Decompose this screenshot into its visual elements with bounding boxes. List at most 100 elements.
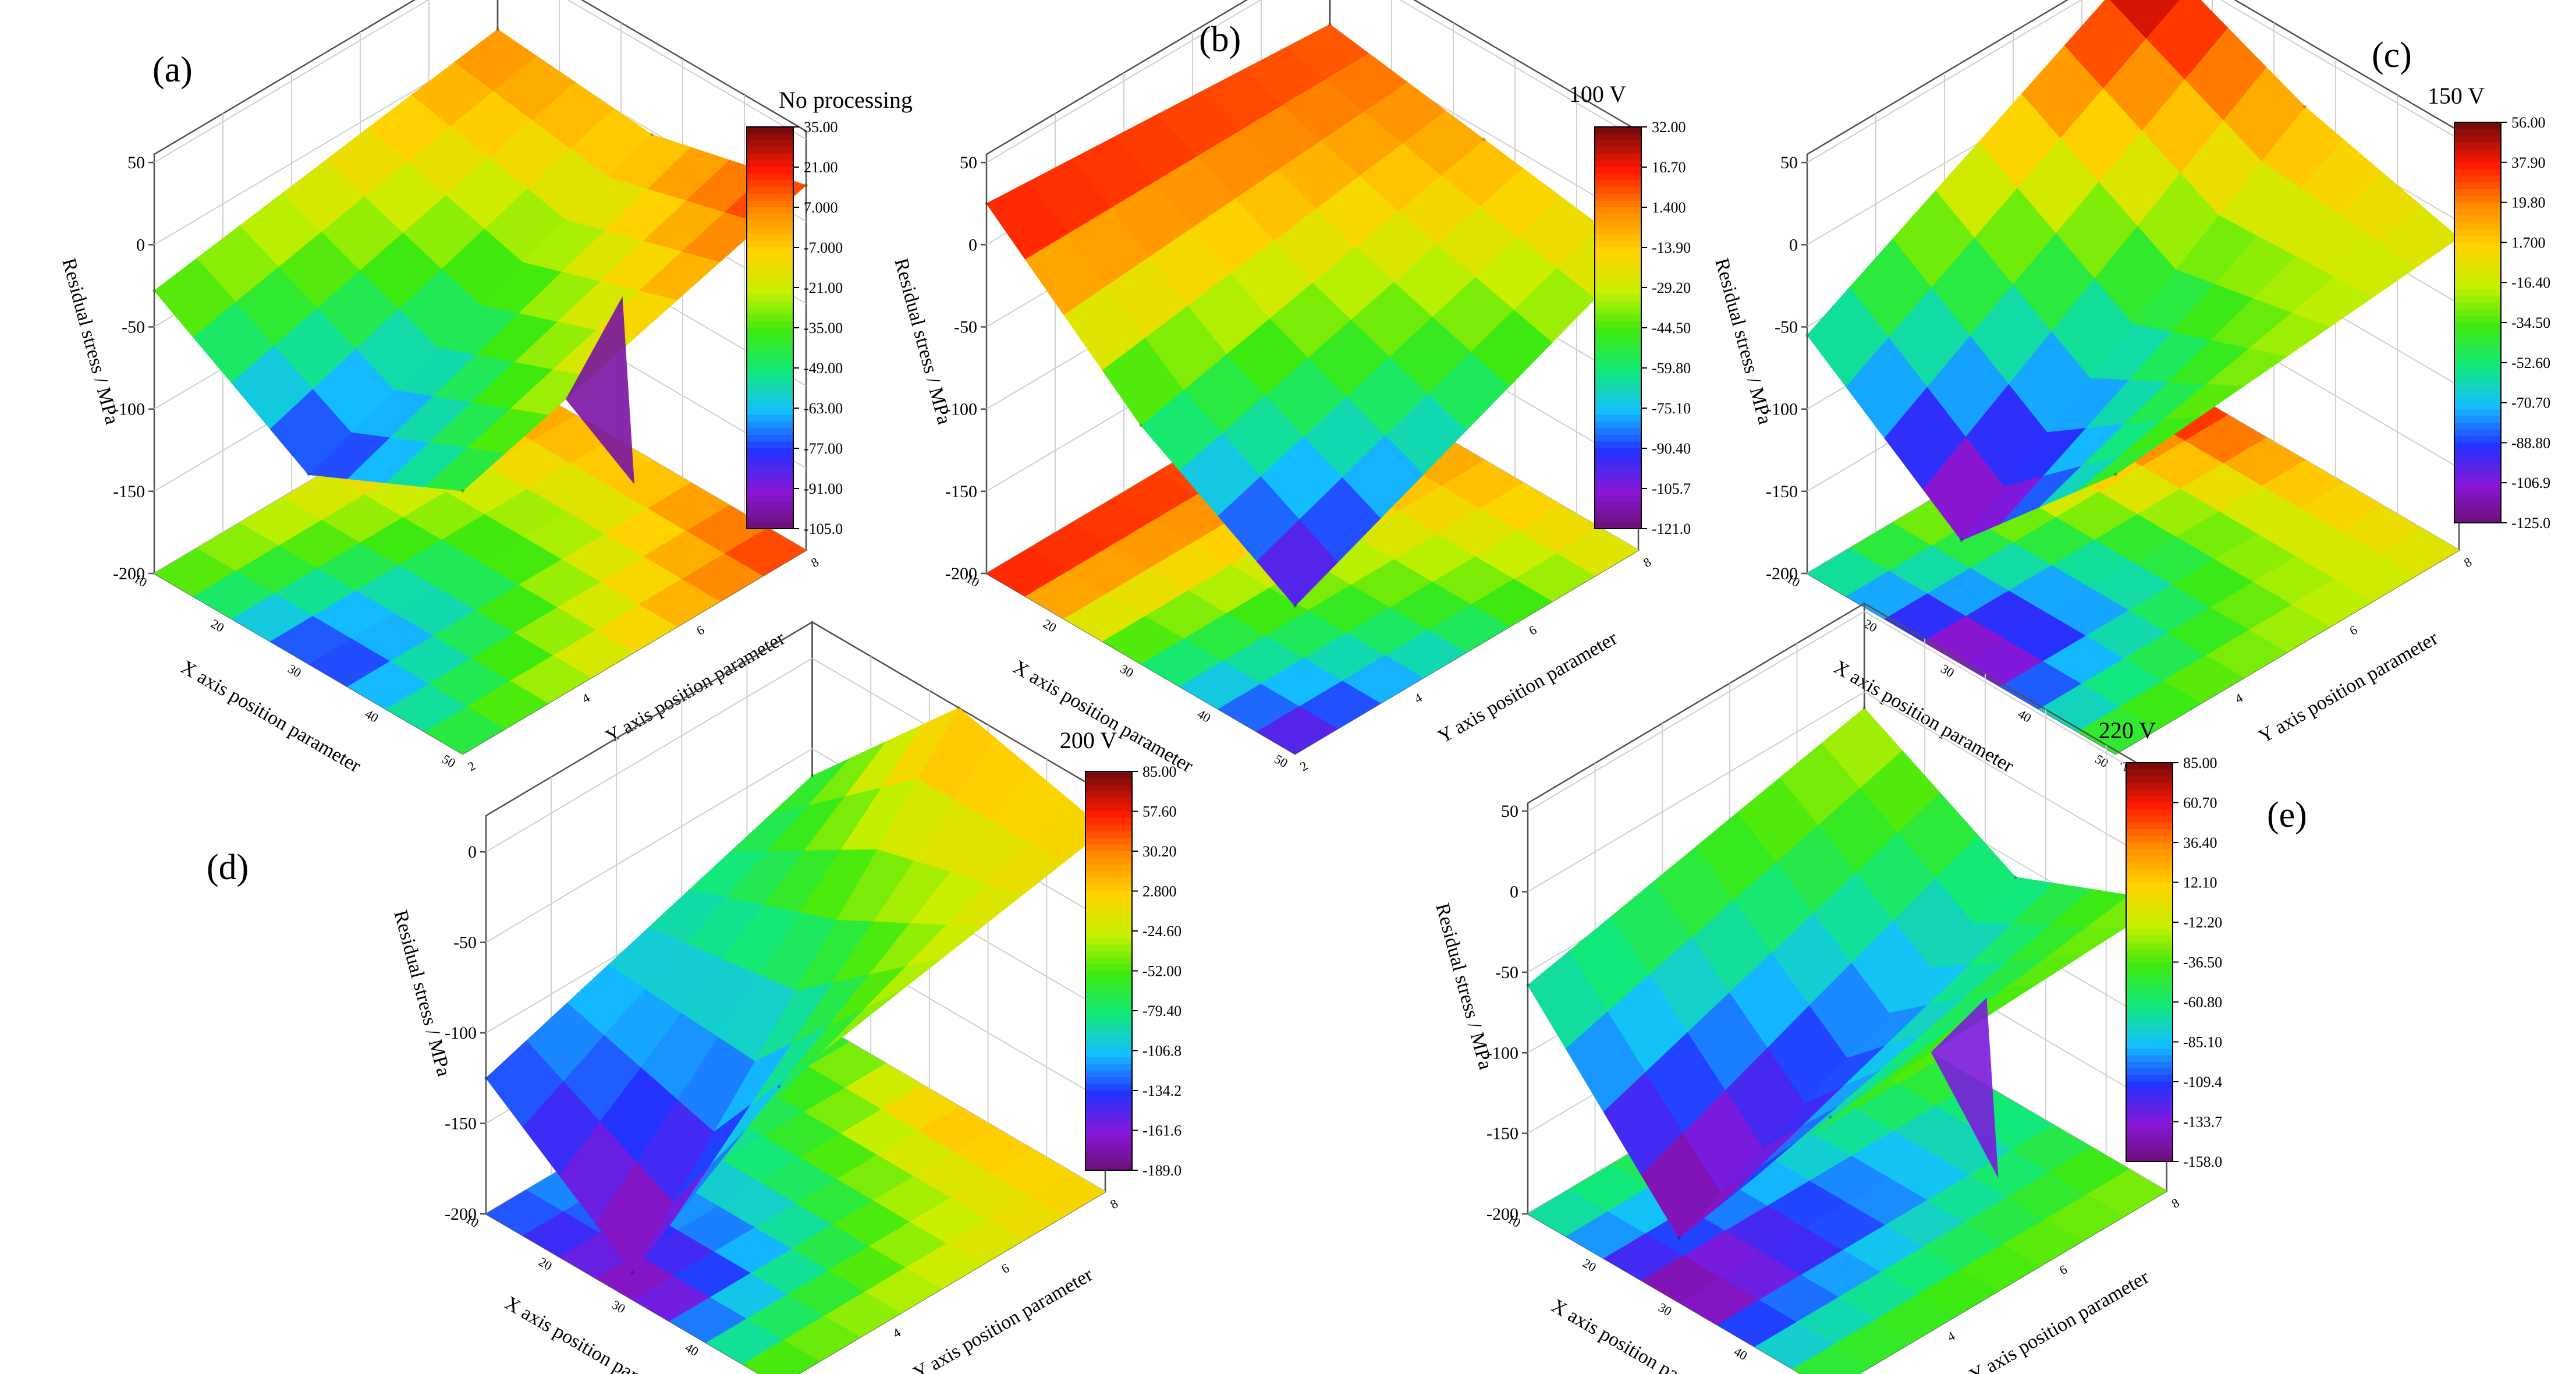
colorbar-band [747,234,793,242]
colorbar-band [2454,162,2501,170]
floor-contour [154,369,807,755]
colorbar-tick-label: 56.00 [2511,114,2546,131]
colorbar-band [747,448,793,456]
y-tick-label: 8 [2461,554,2474,570]
colorbar-band [747,187,793,194]
colorbar-band [2126,1008,2173,1016]
colorbar-band [2454,509,2501,517]
colorbar-band [2454,356,2501,363]
colorbar-tick-label: -109.4 [2183,1074,2222,1090]
y-tick-label: 6 [999,1260,1012,1276]
colorbar-band [1085,824,1132,832]
colorbar-band [2126,842,2173,850]
colorbar-band [2126,1141,2173,1149]
data-point [650,132,654,136]
colorbar-band [1595,441,1641,449]
colorbar-band [1085,1050,1132,1058]
z-tick-label: 0 [968,235,977,254]
colorbar-tick-label: -35.00 [804,320,843,337]
surface-cell [770,759,849,815]
data-point [957,706,961,710]
colorbar-band [1085,1044,1132,1051]
colorbar-tick-label: -106.8 [1142,1043,1181,1060]
colorbar-band [2454,122,2501,130]
colorbar-tick-label: 1.400 [1652,199,1686,216]
data-point [804,183,808,187]
colorbar-band [1085,1163,1132,1171]
colorbar-band [2454,282,2501,290]
colorbar-band [2126,876,2173,883]
data-point [2303,104,2307,108]
colorbar-band [1595,522,1641,529]
colorbar-band [2126,968,2173,976]
colorbar-tick-label: 21.00 [804,159,838,176]
x-tick-label: 50 [1272,752,1290,771]
colorbar-band [1085,1004,1132,1011]
colorbar-band [1085,771,1132,779]
colorbar-tick-label: 37.90 [2511,154,2546,171]
y-tick-label: 8 [808,554,821,570]
colorbar-band [1595,415,1641,422]
colorbar-band [2454,476,2501,484]
z-tick-label: -150 [1766,482,1798,501]
panel-label: (d) [207,848,249,887]
colorbar-band [747,475,793,483]
panel-label: (b) [1199,20,1241,59]
colorbar-band [1085,877,1132,886]
colorbar-tick-label: -79.40 [1142,1003,1181,1019]
colorbar-band [2126,1075,2173,1082]
colorbar-band [2454,262,2501,270]
colorbar-band [2454,175,2501,183]
colorbar-band [1595,422,1641,429]
colorbar-band [2126,802,2173,810]
colorbar-tick-label: 60.70 [2183,795,2217,812]
colorbar-band [2454,389,2501,397]
colorbar-band [2126,1095,2173,1103]
colorbar-band [2126,1002,2173,1010]
colorbar-band [1085,944,1132,952]
colorbar-band [2454,449,2501,457]
colorbar-band [747,381,793,389]
grid-line [154,0,430,163]
colorbar-band [1085,1057,1132,1065]
grid-line [1527,691,1865,893]
z-axis-title: Residual stress / MPa [890,256,955,427]
colorbar-band [747,401,793,409]
colorbar-band [2454,302,2501,310]
colorbar-band [1085,1136,1132,1145]
colorbar-band [2454,182,2501,190]
colorbar-tick-label: -90.40 [1652,440,1691,457]
grid-line [1864,691,2167,870]
colorbar-band [1595,374,1641,382]
data-point [1328,23,1332,27]
x-tick-label: 30 [1656,1300,1674,1319]
z-tick-label: -100 [1766,400,1798,419]
colorbar-band [1595,448,1641,456]
colorbar-band [1595,368,1641,376]
colorbar-band [1085,897,1132,905]
colorbar-band [747,267,793,275]
colorbar-band [1595,321,1641,328]
colorbar-band [747,328,793,335]
colorbar-band [2126,769,2173,777]
data-point-spike [1931,997,1999,1178]
colorbar-band [1595,395,1641,402]
colorbar-band [747,221,793,228]
colorbar-band [2126,1042,2173,1049]
colorbar-band [1085,864,1132,872]
grid-line [567,0,807,140]
colorbar-band [1595,180,1641,188]
data-point [1139,423,1142,427]
colorbar-band [2454,229,2501,236]
colorbar-band [747,502,793,509]
colorbar-band [747,522,793,529]
panel-label: (e) [2267,795,2307,835]
colorbar-band [2126,1148,2173,1156]
colorbar-band [2454,396,2501,403]
colorbar-band [1085,1110,1132,1118]
colorbar-tick-label: 1.700 [2511,234,2546,251]
colorbar-band [747,422,793,429]
colorbar-band [2454,456,2501,463]
colorbar-band [1085,984,1132,991]
